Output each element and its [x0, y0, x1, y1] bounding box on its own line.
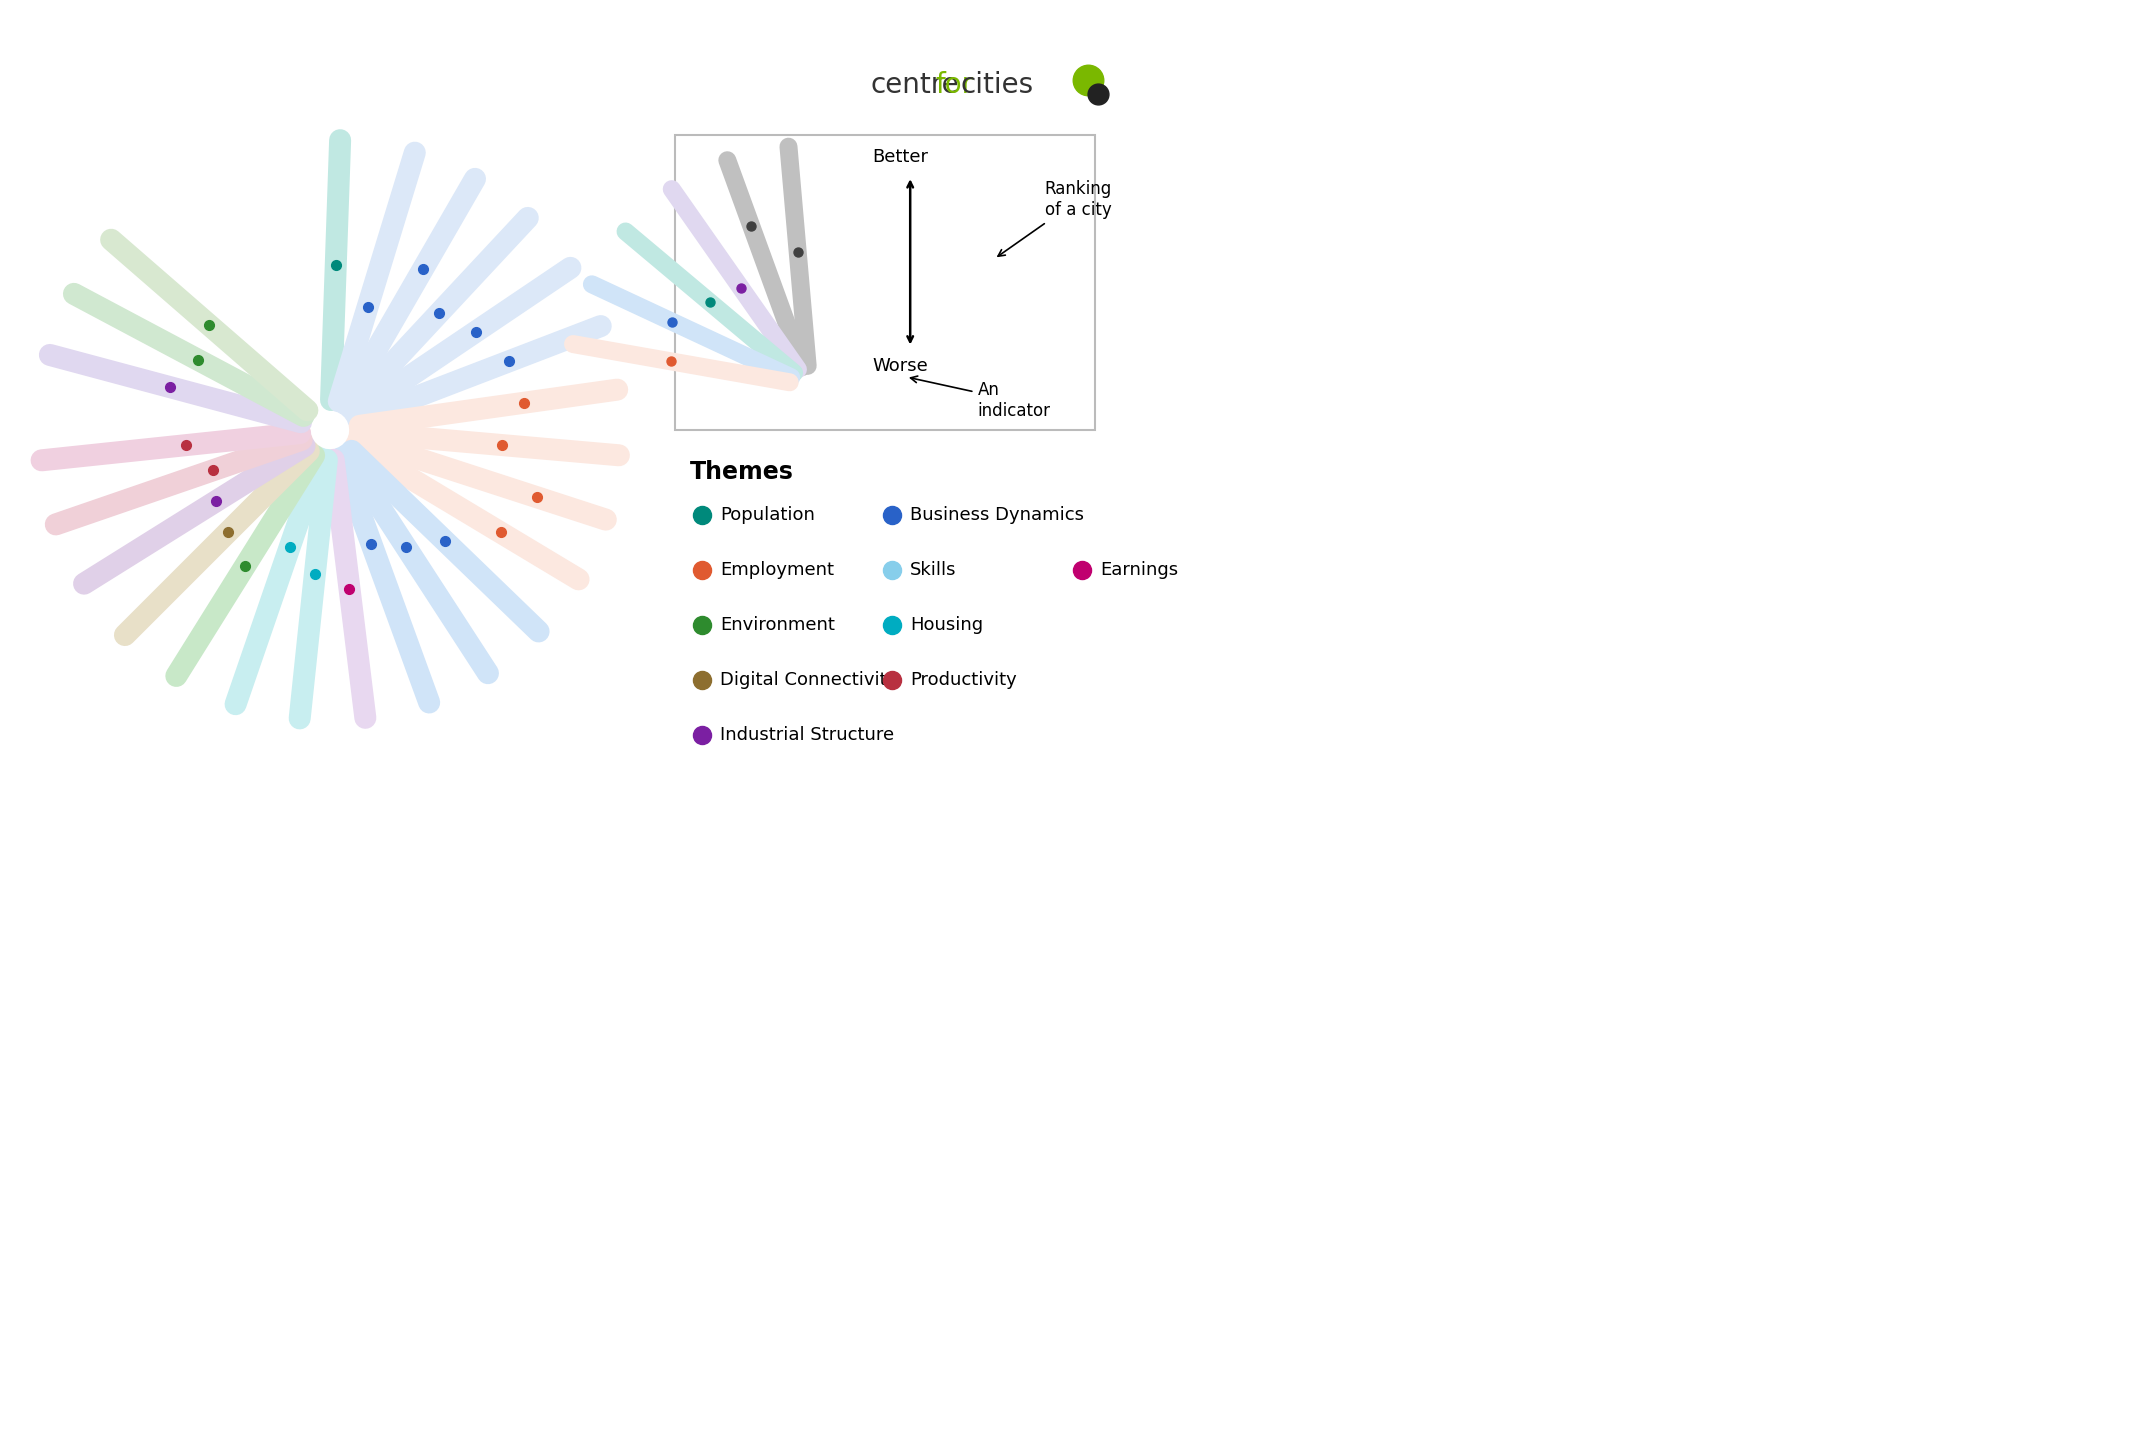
Text: Business Dynamics: Business Dynamics [909, 506, 1085, 523]
Text: for: for [935, 72, 973, 99]
Text: Worse: Worse [873, 358, 928, 376]
Text: Themes: Themes [690, 460, 793, 483]
Text: Earnings: Earnings [1100, 561, 1177, 579]
Text: Skills: Skills [909, 561, 956, 579]
Text: Productivity: Productivity [909, 671, 1016, 689]
Text: Employment: Employment [720, 561, 834, 579]
Text: Environment: Environment [720, 616, 834, 633]
Text: Industrial Structure: Industrial Structure [720, 726, 894, 744]
Text: Better: Better [873, 149, 928, 166]
Text: Population: Population [720, 506, 815, 523]
Text: Housing: Housing [909, 616, 984, 633]
Text: centre: centre [870, 72, 958, 99]
Text: cities: cities [961, 72, 1033, 99]
Text: Digital Connectivity: Digital Connectivity [720, 671, 896, 689]
Text: An
indicator: An indicator [911, 376, 1051, 420]
Text: Ranking
of a city: Ranking of a city [997, 180, 1113, 256]
Bar [675, 134, 1096, 430]
